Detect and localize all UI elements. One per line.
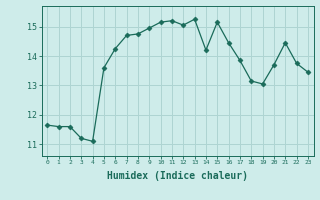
X-axis label: Humidex (Indice chaleur): Humidex (Indice chaleur) [107,171,248,181]
